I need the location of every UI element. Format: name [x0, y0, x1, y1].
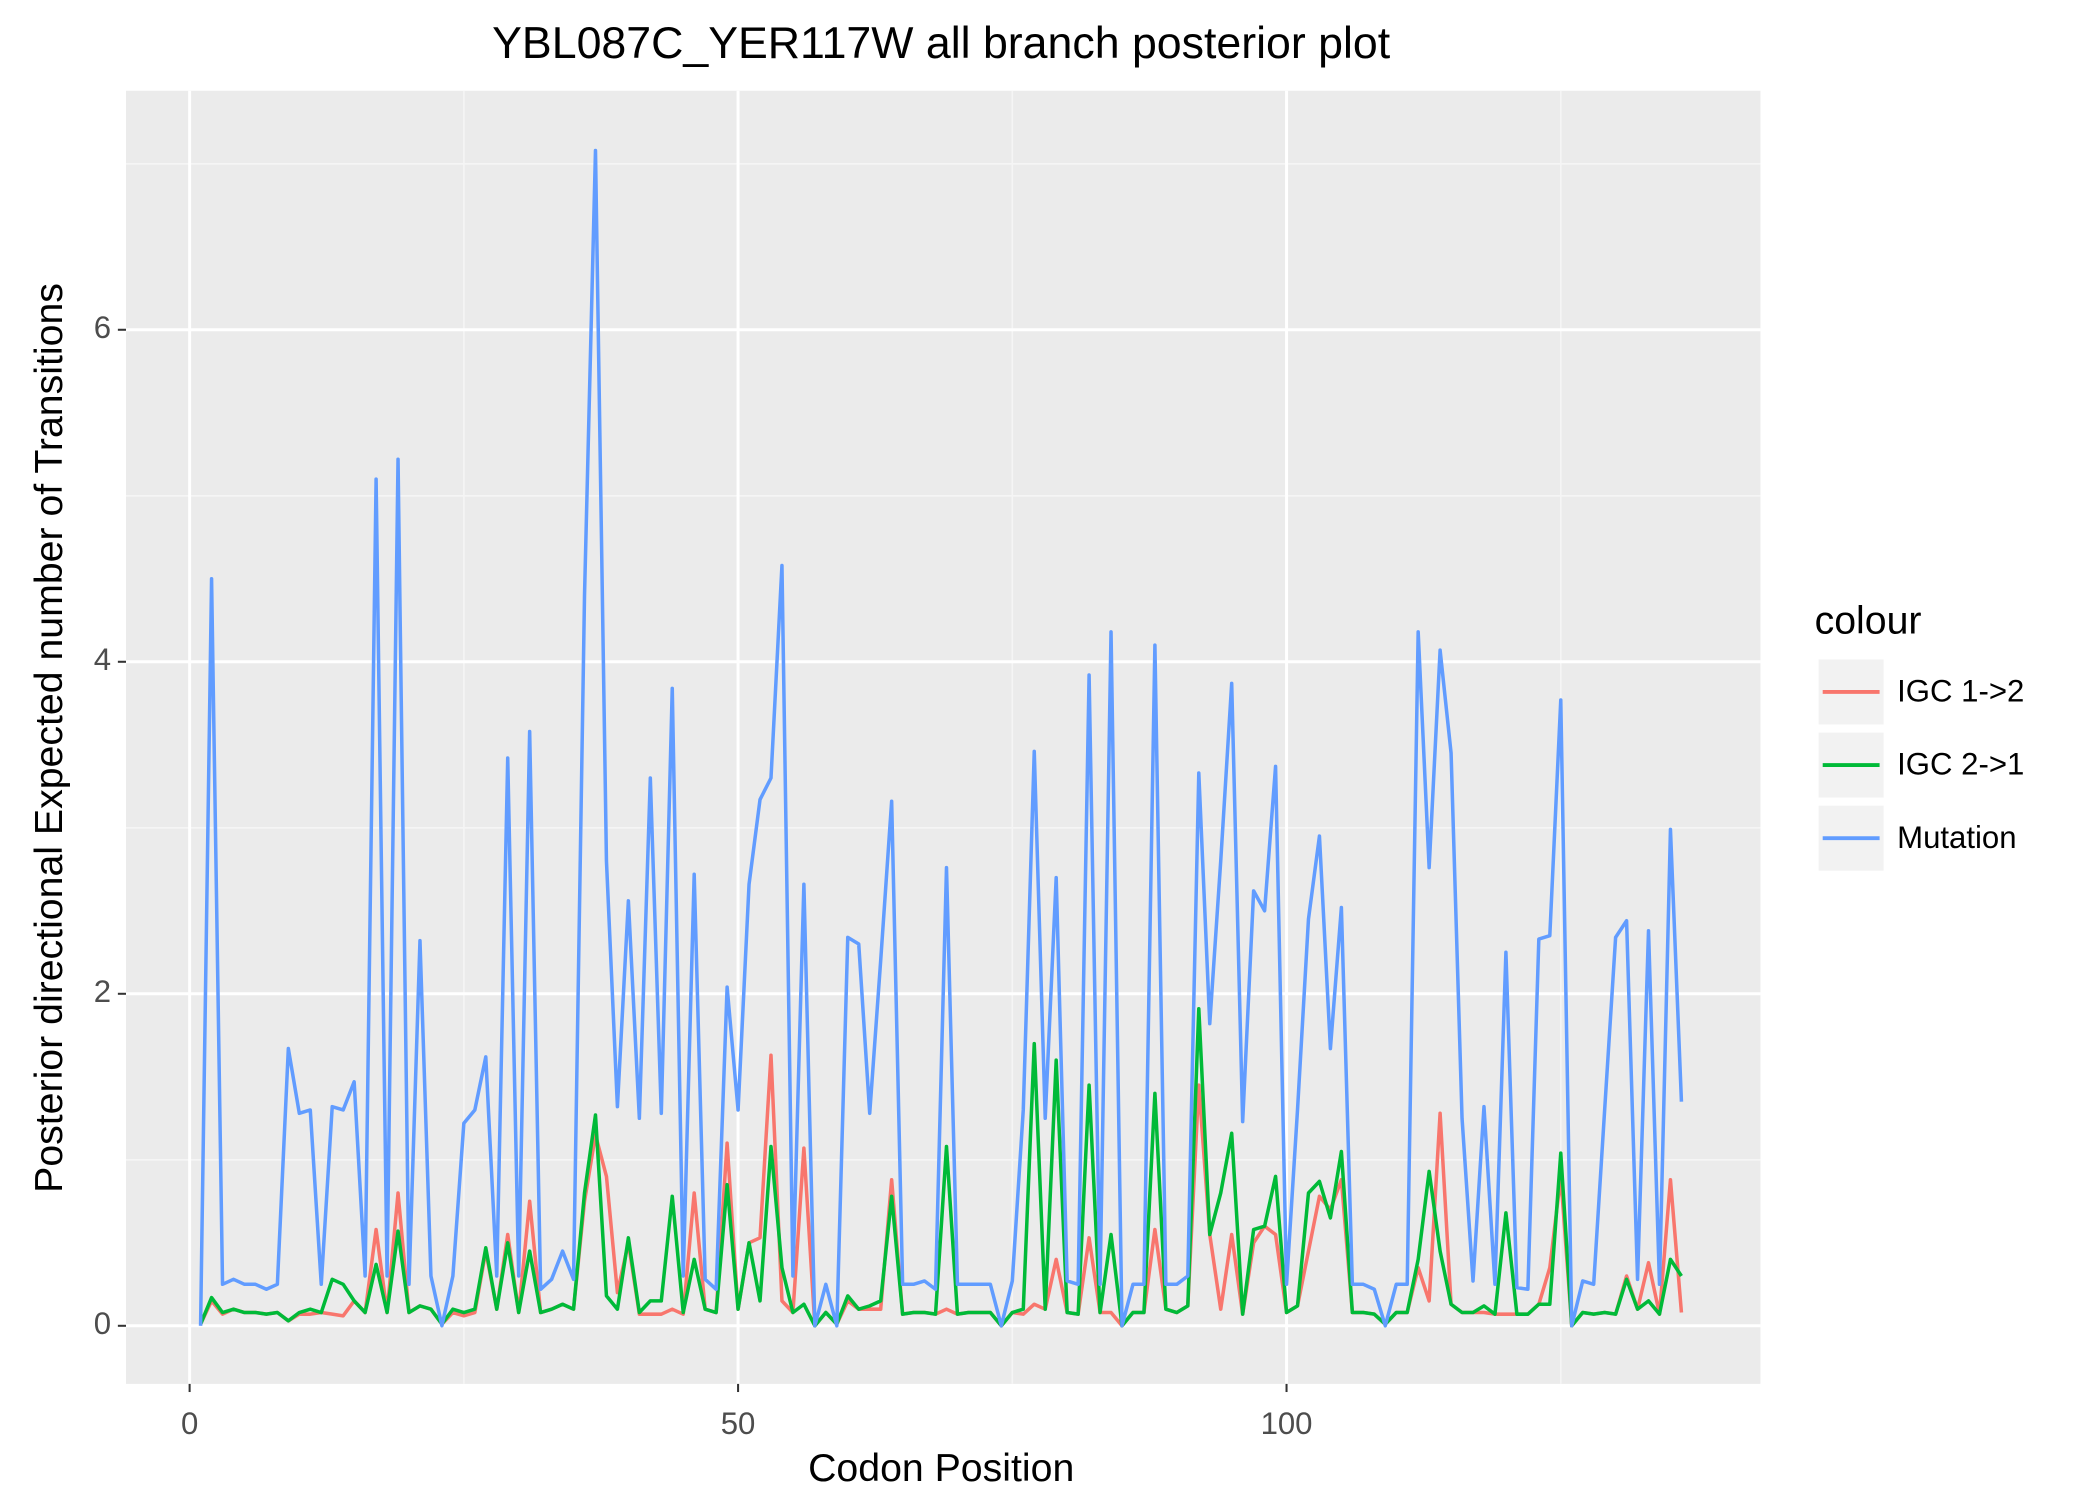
chart-title: YBL087C_YER117W all branch posterior plo… — [492, 19, 1391, 68]
y-tick-label: 2 — [94, 974, 111, 1009]
y-tick-label: 6 — [94, 310, 111, 345]
series-line — [198, 1006, 1683, 1328]
grid — [125, 90, 1761, 1384]
y-axis-title: Posterior directional Expected number of… — [27, 283, 71, 1193]
axes: 0 50 100 0 2 4 6 — [94, 310, 1313, 1441]
x-tick-label: 100 — [1261, 1406, 1313, 1441]
lines — [198, 148, 1684, 1328]
legend: IGC 1->2 IGC 2->1 Mutation — [1818, 659, 2024, 871]
x-tick-label: 0 — [181, 1406, 198, 1441]
legend-label: Mutation — [1897, 820, 2016, 855]
legend-label: IGC 1->2 — [1897, 674, 2024, 709]
series-line — [198, 148, 1684, 1328]
legend-label: IGC 2->1 — [1897, 747, 2024, 782]
y-tick-label: 0 — [94, 1306, 111, 1341]
y-tick-label: 4 — [94, 642, 111, 677]
x-tick-label: 50 — [721, 1406, 756, 1441]
x-axis-title: Codon Position — [808, 1446, 1074, 1490]
legend-title: colour — [1815, 598, 1922, 642]
